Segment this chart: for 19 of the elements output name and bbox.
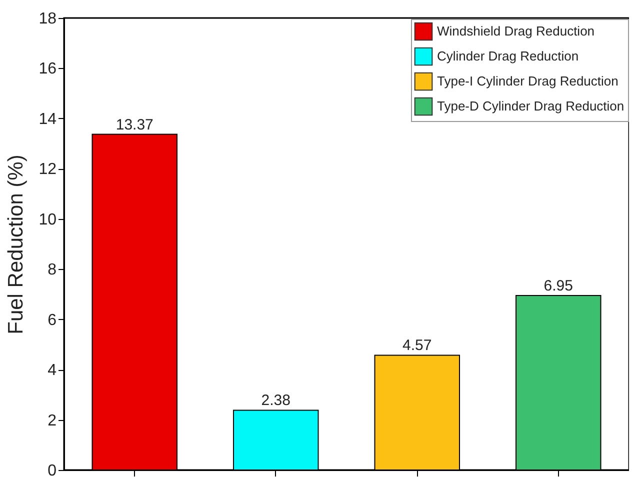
y-tick-label: 18 [38, 10, 57, 28]
data-label: 6.95 [544, 277, 573, 294]
legend-label: Windshield Drag Reduction [437, 24, 595, 38]
y-tick-label: 4 [48, 362, 57, 380]
y-tick-label: 6 [48, 312, 57, 329]
data-label: 13.37 [116, 116, 154, 134]
y-tick-label: 14 [38, 110, 57, 128]
data-label: 4.57 [402, 337, 432, 354]
legend-label: Type-I Cylinder Drag Reduction [437, 74, 618, 88]
y-tick-label: 16 [38, 60, 57, 78]
data-label: 2.38 [261, 392, 290, 410]
y-tick-label: 12 [38, 161, 57, 178]
y-tick-label: 0 [48, 462, 57, 477]
y-tick-label: 2 [48, 412, 57, 430]
y-tick-label: 8 [48, 262, 57, 279]
legend-label: Type-D Cylinder Drag Reduction [437, 98, 624, 114]
y-axis-title: Fuel Reduction (%) [4, 154, 28, 334]
y-tick-label: 10 [38, 211, 57, 228]
legend-label: Cylinder Drag Reduction [437, 48, 579, 64]
